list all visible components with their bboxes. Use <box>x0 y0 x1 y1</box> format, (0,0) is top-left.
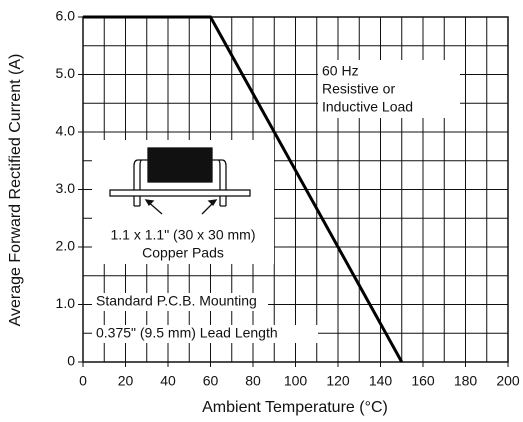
y-tick-label: 0 <box>67 353 75 369</box>
x-tick-label: 60 <box>203 373 219 389</box>
x-tick-label: 100 <box>284 373 308 389</box>
x-axis-label: Ambient Temperature (°C) <box>202 399 388 416</box>
x-tick-label: 20 <box>118 373 134 389</box>
y-tick-label: 6.0 <box>56 8 76 24</box>
annotation: 1.1 x 1.1" (30 x 30 mm) <box>110 227 255 243</box>
x-tick-label: 160 <box>411 373 435 389</box>
annotation: 60 Hz <box>322 63 359 79</box>
annotation: 0.375" (9.5 mm) Lead Length <box>96 325 278 341</box>
x-tick-label: 80 <box>245 373 261 389</box>
x-tick-label: 140 <box>369 373 393 389</box>
x-tick-label: 40 <box>160 373 176 389</box>
x-tick-label: 180 <box>454 373 478 389</box>
annotation: Resistive or <box>322 81 395 97</box>
y-axis-label: Average Forward Rectified Current (A) <box>7 54 24 327</box>
annotation: Standard P.C.B. Mounting <box>96 293 257 309</box>
chart: 60 Hz Resistive or Inductive Load 1.1 x … <box>0 0 523 422</box>
y-tick-label: 2.0 <box>56 238 76 254</box>
y-tick-label: 3.0 <box>56 180 76 196</box>
annotation: Copper Pads <box>142 245 224 261</box>
x-tick-label: 200 <box>496 373 520 389</box>
annotation: Inductive Load <box>322 99 413 115</box>
y-tick-label: 5.0 <box>56 65 76 81</box>
y-tick-label: 4.0 <box>56 123 76 139</box>
y-tick-label: 1.0 <box>56 295 76 311</box>
x-tick-label: 120 <box>326 373 350 389</box>
x-tick-label: 0 <box>79 373 87 389</box>
